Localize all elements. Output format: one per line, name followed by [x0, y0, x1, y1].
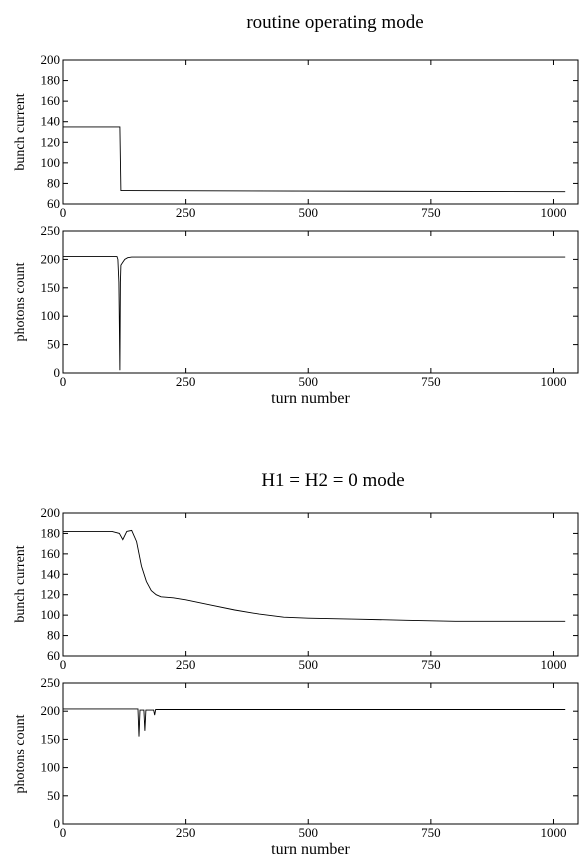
y-tick-label: 250 [41, 675, 61, 690]
panel-h1h2-bunch-current: 0 250 500 750 1000 60 80 100 120 140 160 180 200 bunc… [13, 505, 579, 672]
y-tick-label: 60 [47, 648, 60, 663]
x-tick-label: 0 [60, 825, 67, 840]
panel-routine-bunch-current: 0 250 500 750 1000 60 80 100 120 140 160 180 200 bunc… [13, 52, 579, 220]
x-tick-label: 0 [60, 374, 67, 389]
y-tick-label: 160 [41, 93, 61, 108]
panel-h1h2-photons-count: 0 250 500 750 1000 0 50 100 150 200 250 photons cou… [13, 675, 579, 854]
y-tick-label: 50 [47, 788, 60, 803]
y-tick-label: 80 [47, 175, 60, 190]
panel-routine-photons-count: 0 250 500 750 1000 0 50 100 150 200 250 photons cou… [13, 223, 579, 407]
x-tick-label: 500 [298, 825, 318, 840]
x-tick-label: 500 [298, 205, 318, 220]
y-axis-label: photons count [13, 714, 28, 793]
plot-frame [62, 682, 579, 825]
plot-frame [62, 230, 579, 374]
y-tick-label: 180 [41, 73, 61, 88]
y-tick-label: 120 [41, 134, 61, 149]
x-tick-label: 750 [421, 825, 441, 840]
x-tick-label: 1000 [540, 374, 566, 389]
x-tick-label: 0 [60, 657, 67, 672]
series-line [63, 126, 566, 193]
y-tick-label: 200 [41, 52, 61, 67]
y-tick-label: 100 [41, 607, 61, 622]
y-tick-label: 100 [41, 760, 61, 775]
x-tick-label: 500 [298, 657, 318, 672]
x-tick-label: 1000 [540, 205, 566, 220]
y-axis-label: photons count [13, 262, 28, 341]
x-axis-label: turn number [271, 390, 350, 407]
chart-title-h1h2: H1 = H2 = 0 mode [261, 470, 404, 491]
y-tick-label: 140 [41, 566, 61, 581]
y-tick-label: 60 [47, 196, 60, 211]
y-tick-label: 100 [41, 155, 61, 170]
series-line [63, 256, 566, 371]
y-tick-label: 100 [41, 308, 61, 323]
y-tick-label: 250 [41, 223, 61, 238]
x-tick-label: 750 [421, 205, 441, 220]
x-axis-label: turn number [271, 841, 350, 854]
y-tick-label: 150 [41, 280, 61, 295]
y-tick-label: 0 [54, 365, 61, 380]
x-tick-label: 750 [421, 657, 441, 672]
x-tick-label: 250 [176, 825, 196, 840]
series-line [63, 529, 566, 622]
x-tick-label: 1000 [540, 825, 566, 840]
series-line [63, 708, 566, 737]
y-tick-label: 150 [41, 731, 61, 746]
x-tick-label: 1000 [540, 657, 566, 672]
plot-frame [62, 59, 579, 205]
y-axis-label: bunch current [13, 545, 28, 622]
x-tick-label: 500 [298, 374, 318, 389]
x-tick-label: 750 [421, 374, 441, 389]
y-tick-label: 180 [41, 525, 61, 540]
x-tick-label: 250 [176, 374, 196, 389]
y-tick-label: 160 [41, 546, 61, 561]
chart-title-routine: routine operating mode [246, 12, 423, 33]
y-tick-label: 140 [41, 114, 61, 129]
y-tick-label: 200 [41, 703, 61, 718]
x-tick-label: 250 [176, 205, 196, 220]
x-tick-label: 0 [60, 205, 67, 220]
plot-frame [62, 512, 579, 657]
y-tick-label: 120 [41, 587, 61, 602]
y-tick-label: 50 [47, 337, 60, 352]
y-axis-label: bunch current [13, 93, 28, 170]
y-tick-label: 200 [41, 251, 61, 266]
y-tick-label: 80 [47, 628, 60, 643]
y-tick-label: 0 [54, 816, 61, 831]
x-tick-label: 250 [176, 657, 196, 672]
y-tick-label: 200 [41, 505, 61, 520]
